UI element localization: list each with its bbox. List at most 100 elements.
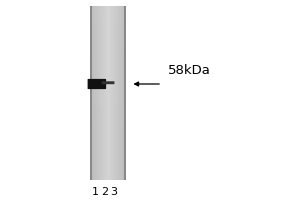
Bar [122,6,123,180]
Bar [90,145,126,150]
Bar [112,6,113,180]
Bar [90,15,126,19]
Bar [105,6,106,180]
Bar [109,6,110,180]
FancyBboxPatch shape [102,81,115,84]
Bar [93,6,94,180]
Bar [110,6,111,180]
Bar [90,158,126,163]
Bar [116,6,117,180]
Bar [100,6,101,180]
Bar [111,6,112,180]
Bar [121,6,122,180]
Bar [90,36,126,41]
Bar [90,93,126,98]
Bar [115,6,116,180]
Bar [115,6,116,180]
Bar [107,6,108,180]
Bar [121,6,122,180]
Bar [107,6,108,180]
Bar [90,106,126,111]
Bar [96,6,97,180]
Bar [100,6,101,180]
Bar [124,6,125,180]
Bar [90,110,126,115]
Bar [106,6,107,180]
Bar [104,6,105,180]
Bar [104,6,105,180]
Bar [113,6,114,180]
Bar [90,6,92,180]
Bar [125,6,126,180]
Bar [99,6,100,180]
Bar [120,6,121,180]
Bar [90,176,126,180]
Bar [90,10,126,15]
Bar [90,141,126,145]
Bar [110,6,111,180]
Bar [91,6,92,180]
Bar [90,102,126,106]
Bar [90,123,126,128]
Bar [118,6,119,180]
Bar [125,6,126,180]
Bar [95,6,96,180]
Bar [123,6,124,180]
Text: 1: 1 [92,187,99,197]
Bar [92,6,93,180]
Bar [109,6,110,180]
Bar [90,63,126,67]
Bar [90,6,91,180]
Bar [103,6,104,180]
Bar [90,19,126,24]
Text: 2: 2 [101,187,108,197]
Bar [117,6,118,180]
Bar [108,6,109,180]
Bar [90,71,126,76]
Bar [97,6,98,180]
Bar [118,6,119,180]
Bar [91,6,92,180]
Bar [90,80,126,84]
Bar [90,49,126,54]
Text: 3: 3 [110,187,117,197]
Bar [90,23,126,28]
Bar [90,58,126,63]
Bar [90,32,126,37]
Bar [90,136,126,141]
Bar [114,6,115,180]
Bar [90,41,126,45]
FancyBboxPatch shape [88,79,106,89]
Bar [92,6,93,180]
Bar [95,6,96,180]
Bar [98,6,99,180]
Text: 58kDa: 58kDa [168,64,211,77]
Bar [124,6,126,180]
Bar [94,6,95,180]
Bar [98,6,99,180]
Bar [122,6,123,180]
Bar [90,76,126,80]
Bar [90,128,126,132]
Bar [90,163,126,167]
Bar [90,84,126,89]
Bar [113,6,114,180]
Bar [90,45,126,50]
Bar [90,167,126,172]
Bar [101,6,102,180]
Bar [119,6,120,180]
Bar [116,6,117,180]
Bar [90,119,126,124]
Bar [90,54,126,58]
Bar [90,89,126,93]
Bar [90,132,126,137]
Bar [90,28,126,32]
Bar [101,6,102,180]
Bar [90,67,126,71]
Bar [90,154,126,158]
Bar [102,6,103,180]
Bar [90,97,126,102]
Bar [90,115,126,119]
Bar [90,171,126,176]
Bar [90,6,126,11]
